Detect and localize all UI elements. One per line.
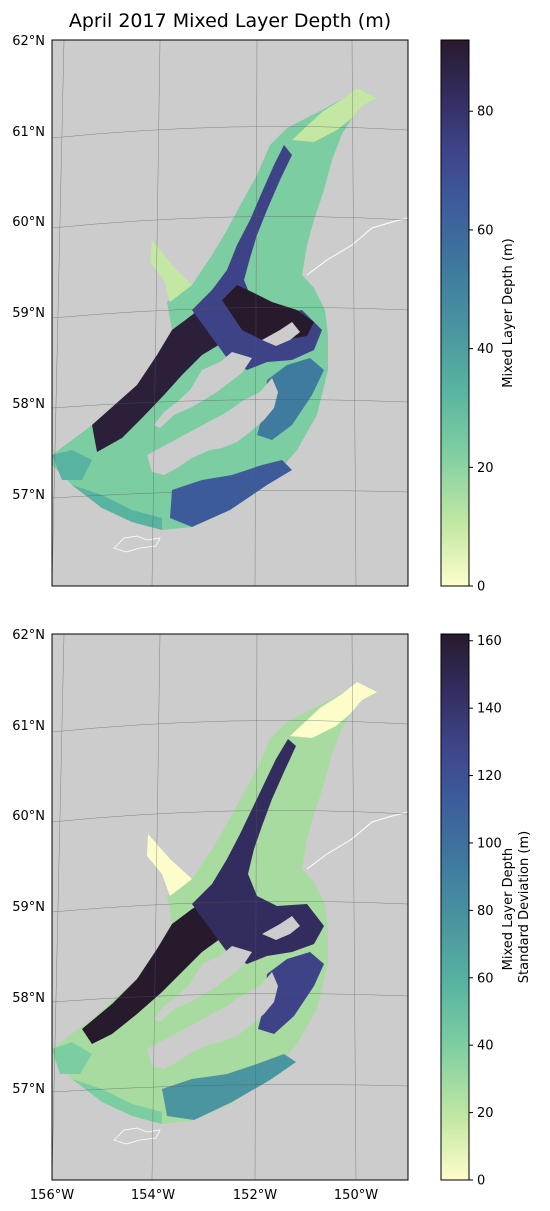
map-panel-mld-std — [51, 633, 409, 1181]
colorbar-label-line: Standard Deviation (m) — [517, 831, 532, 983]
lon-labels-mld-std: 156°W 154°W 152°W 150°W — [30, 1188, 378, 1203]
colorbar-label: Mixed Layer Depth Standard Deviation (m) — [501, 831, 532, 983]
lat-label: 61°N — [12, 719, 45, 734]
colorbar-tick-label: 60 — [477, 971, 494, 986]
figure-title: April 2017 Mixed Layer Depth (m) — [69, 10, 391, 32]
lat-label: 60°N — [12, 215, 45, 230]
map-frame — [51, 39, 409, 587]
lon-label: 156°W — [30, 1188, 74, 1203]
map-panel-mld — [51, 39, 409, 587]
colorbar-tick-label: 160 — [477, 634, 502, 649]
colorbar-tick-label: 140 — [477, 702, 502, 717]
lat-label: 59°N — [12, 306, 45, 321]
colorbar-tick-label: 20 — [477, 1106, 494, 1121]
colorbar-tick-label: 40 — [477, 342, 494, 357]
lat-label: 62°N — [12, 34, 45, 49]
colorbar-label-line: Mixed Layer Depth — [501, 848, 516, 970]
graticule — [51, 39, 409, 587]
colorbar-ticks: 0 20 40 60 80 100 120 140 160 — [469, 634, 502, 1189]
lat-label: 58°N — [12, 397, 45, 412]
lon-label: 150°W — [334, 1188, 378, 1203]
lat-labels-mld: 62°N 61°N 60°N 59°N 58°N 57°N — [12, 34, 45, 503]
colorbar-tick-label: 120 — [477, 769, 502, 784]
lat-label: 61°N — [12, 125, 45, 140]
colorbar-label: Mixed Layer Depth (m) — [501, 238, 516, 387]
colorbar-mld: 0 20 40 60 80 Mixed Layer Depth (m) — [440, 39, 516, 595]
lat-label: 60°N — [12, 809, 45, 824]
lat-label: 57°N — [12, 1082, 45, 1097]
colorbar-tick-label: 80 — [477, 105, 494, 120]
colorbar-mld-std: 0 20 40 60 80 100 120 140 160 Mixed Layer Depth … — [440, 633, 532, 1189]
colorbar-tick-label: 0 — [477, 580, 485, 595]
colorbar-tick-label: 60 — [477, 223, 494, 238]
lon-label: 154°W — [131, 1188, 175, 1203]
lat-label: 58°N — [12, 991, 45, 1006]
colorbar-tick-label: 20 — [477, 461, 494, 476]
map-frame — [51, 633, 409, 1181]
lat-label: 59°N — [12, 900, 45, 915]
colorbar-tick-label: 100 — [477, 836, 502, 851]
colorbar-tick-label: 80 — [477, 904, 494, 919]
lat-label: 57°N — [12, 488, 45, 503]
lat-label: 62°N — [12, 628, 45, 643]
lon-label: 152°W — [233, 1188, 277, 1203]
colorbar-ticks: 0 20 40 60 80 — [469, 105, 494, 595]
colorbar-tick-label: 0 — [477, 1174, 485, 1189]
colorbar-tick-label: 40 — [477, 1039, 494, 1054]
lat-labels-mld-std: 62°N 61°N 60°N 59°N 58°N 57°N — [12, 628, 45, 1097]
graticule — [51, 633, 409, 1181]
